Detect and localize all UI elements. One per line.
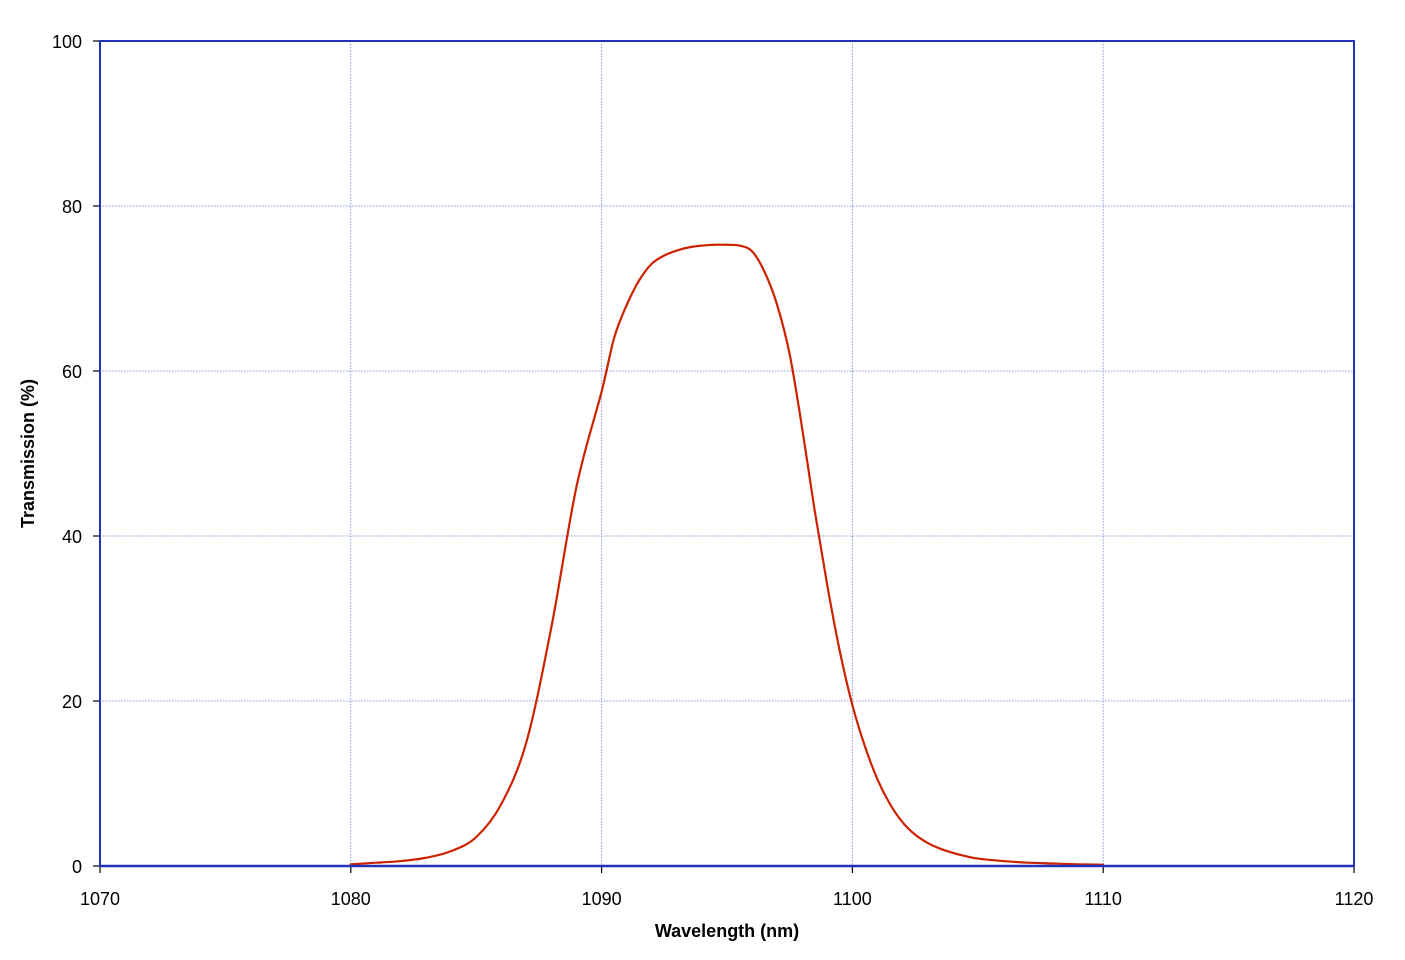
y-tick-label: 80: [62, 197, 82, 217]
x-tick-label: 1070: [80, 889, 120, 909]
series-layer: [349, 243, 1105, 866]
axis-ticks: [93, 40, 1355, 873]
x-axis-title: Wavelength (nm): [655, 921, 799, 941]
grid-lines: [100, 41, 1354, 866]
y-tick-label: 60: [62, 362, 82, 382]
y-tick-labels: 0 20 40 60 80 100: [52, 32, 82, 877]
plot-frame: [99, 40, 1355, 867]
y-tick-label: 100: [52, 32, 82, 52]
x-tick-label: 1080: [331, 889, 371, 909]
y-axis-title: Transmission (%): [18, 379, 38, 528]
x-tick-label: 1110: [1085, 889, 1122, 909]
x-tick-labels: 1070 1080 1090 1100 1110 1120: [80, 889, 1373, 909]
x-tick-label: 1100: [833, 889, 872, 909]
x-tick-label: 1090: [582, 889, 622, 909]
x-tick-label: 1120: [1335, 889, 1374, 909]
y-tick-label: 20: [62, 692, 82, 712]
y-tick-label: 40: [62, 527, 82, 547]
y-tick-label: 0: [72, 857, 82, 877]
transmission-series-line: [349, 243, 1105, 866]
